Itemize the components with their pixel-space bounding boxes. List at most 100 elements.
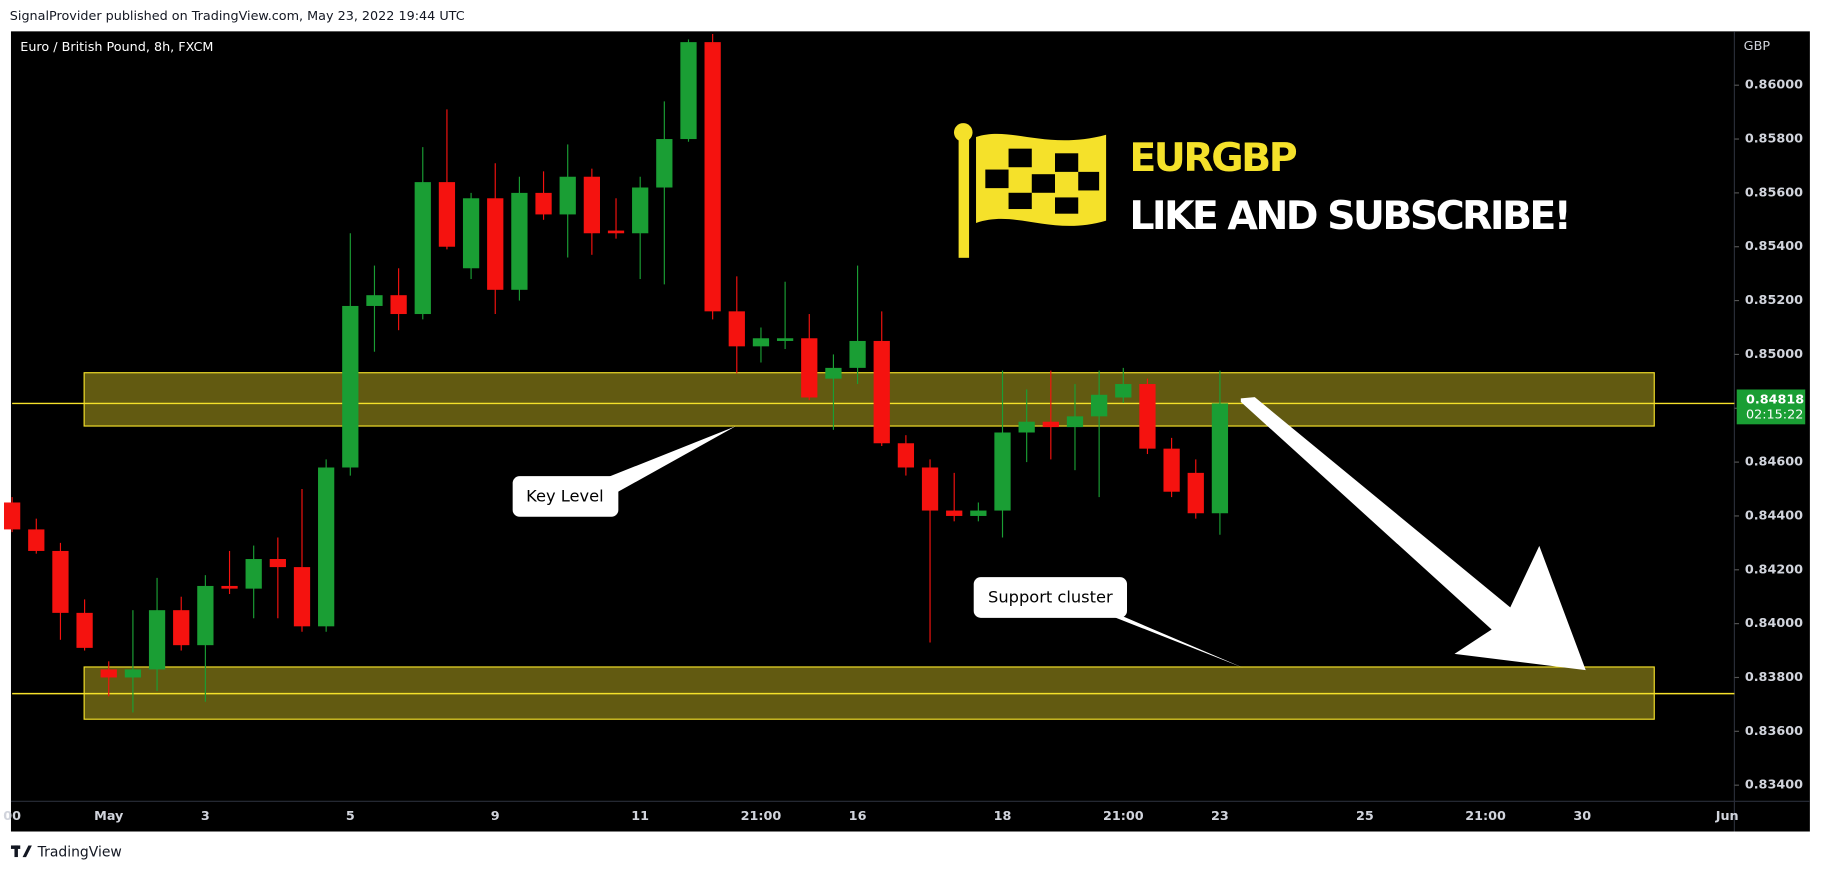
x-tick-label: 00 bbox=[3, 809, 21, 824]
x-tick-label: 21:00 bbox=[1103, 809, 1144, 824]
callout-pointer bbox=[581, 426, 736, 500]
x-tick-label: Jun bbox=[1715, 809, 1739, 824]
candle-body bbox=[366, 295, 383, 306]
candle-body bbox=[173, 610, 190, 646]
candle-body bbox=[656, 139, 673, 188]
candle-body bbox=[849, 340, 866, 368]
x-tick-label: 3 bbox=[201, 809, 210, 824]
candle-body bbox=[1187, 472, 1204, 514]
flag-icon bbox=[953, 123, 1107, 258]
candle-body bbox=[28, 529, 45, 551]
candle-body bbox=[487, 198, 504, 290]
y-tick-label: 0.84600 bbox=[1745, 455, 1803, 470]
price-axis-label: GBP bbox=[1744, 39, 1771, 54]
x-tick-label: 23 bbox=[1211, 809, 1229, 824]
x-tick-label: 21:00 bbox=[741, 809, 782, 824]
y-tick-label: 0.84200 bbox=[1745, 562, 1803, 577]
candle-body bbox=[1163, 448, 1180, 492]
candle-body bbox=[1115, 384, 1132, 398]
x-tick-label: May bbox=[94, 809, 124, 824]
candles bbox=[3, 34, 1229, 713]
candle-body bbox=[390, 295, 407, 315]
candle-body bbox=[921, 467, 939, 511]
x-tick-label: 25 bbox=[1356, 809, 1374, 824]
y-tick-label: 0.84000 bbox=[1745, 616, 1803, 631]
candle-body bbox=[752, 338, 770, 347]
y-tick-label: 0.83600 bbox=[1745, 724, 1803, 739]
x-tick-label: 5 bbox=[346, 809, 355, 824]
candle-body bbox=[801, 338, 818, 398]
candle-body bbox=[873, 340, 890, 444]
y-tick-label: 0.84400 bbox=[1745, 508, 1803, 523]
candle-body bbox=[680, 42, 697, 140]
candle-body bbox=[100, 669, 117, 678]
candle-body bbox=[462, 198, 480, 269]
footer: TradingView bbox=[37, 844, 122, 860]
y-tick-label: 0.86000 bbox=[1745, 78, 1803, 93]
header: SignalProvider published on TradingView.… bbox=[10, 9, 465, 24]
candle-body bbox=[825, 367, 842, 379]
countdown: 02:15:22 bbox=[1746, 408, 1803, 423]
candle-body bbox=[1211, 403, 1229, 514]
x-tick-label: 11 bbox=[631, 809, 649, 824]
candle-body bbox=[197, 585, 214, 646]
last-price-box bbox=[1736, 389, 1806, 425]
candle-body bbox=[776, 338, 794, 341]
y-tick-label: 0.83400 bbox=[1745, 778, 1803, 793]
y-tick-label: 0.85200 bbox=[1745, 293, 1803, 308]
arrow bbox=[1240, 397, 1586, 671]
candle-body bbox=[1018, 421, 1035, 433]
zone bbox=[83, 372, 1655, 427]
x-tick-label: 18 bbox=[994, 809, 1012, 824]
last-price-label: 0.84818 bbox=[1746, 392, 1804, 407]
candle-body bbox=[559, 176, 576, 215]
y-tick-label: 0.83800 bbox=[1745, 670, 1803, 685]
callout-box bbox=[973, 577, 1128, 618]
annotation: Support cluster bbox=[988, 588, 1113, 607]
callout-pointer bbox=[1080, 603, 1244, 668]
candle-body bbox=[269, 559, 286, 568]
candle-body bbox=[1091, 394, 1108, 417]
y-tick-label: 0.85800 bbox=[1745, 132, 1803, 147]
banner-subtitle: LIKE AND SUBSCRIBE! bbox=[1129, 193, 1571, 239]
candle-body bbox=[704, 42, 721, 312]
x-tick-label: 16 bbox=[849, 809, 867, 824]
candle-body bbox=[897, 443, 915, 468]
candle-body bbox=[728, 311, 745, 347]
x-tick-label: 9 bbox=[491, 809, 500, 824]
candle-body bbox=[124, 669, 142, 678]
y-tick-label: 0.85600 bbox=[1745, 185, 1803, 200]
candle-body bbox=[511, 192, 528, 290]
candle-body bbox=[76, 612, 93, 648]
candle-body bbox=[632, 187, 649, 234]
callout-box bbox=[512, 476, 619, 517]
candle-body bbox=[1066, 416, 1084, 428]
candle-body bbox=[535, 192, 552, 215]
chart-background bbox=[10, 31, 1810, 832]
candle-body bbox=[245, 559, 262, 589]
candle-body bbox=[414, 182, 431, 315]
candle-body bbox=[994, 432, 1011, 511]
banner-title: EURGBP bbox=[1129, 135, 1297, 181]
candle-body bbox=[607, 230, 625, 234]
candle-body bbox=[946, 510, 963, 516]
candle-body bbox=[148, 610, 166, 670]
chart-title: Euro / British Pound, 8h, FXCM bbox=[20, 40, 213, 55]
x-tick-label: 21:00 bbox=[1465, 809, 1506, 824]
candle-body bbox=[342, 305, 359, 468]
annotation: Key Level bbox=[526, 487, 604, 506]
overlays: Key Level Support cluster EURGBP LIKE AN… bbox=[512, 123, 1586, 671]
candle-body bbox=[583, 176, 600, 234]
candle-body bbox=[970, 510, 987, 516]
y-tick-label: 0.85400 bbox=[1745, 239, 1803, 254]
candle-body bbox=[1139, 384, 1156, 449]
y-tick-label: 0.85000 bbox=[1745, 347, 1803, 362]
candle-body bbox=[318, 467, 335, 627]
candle-body bbox=[52, 550, 69, 613]
candle-body bbox=[1042, 421, 1059, 428]
candle-body bbox=[3, 502, 21, 530]
footer-logo bbox=[10, 845, 32, 858]
x-tick-label: 30 bbox=[1573, 809, 1591, 824]
